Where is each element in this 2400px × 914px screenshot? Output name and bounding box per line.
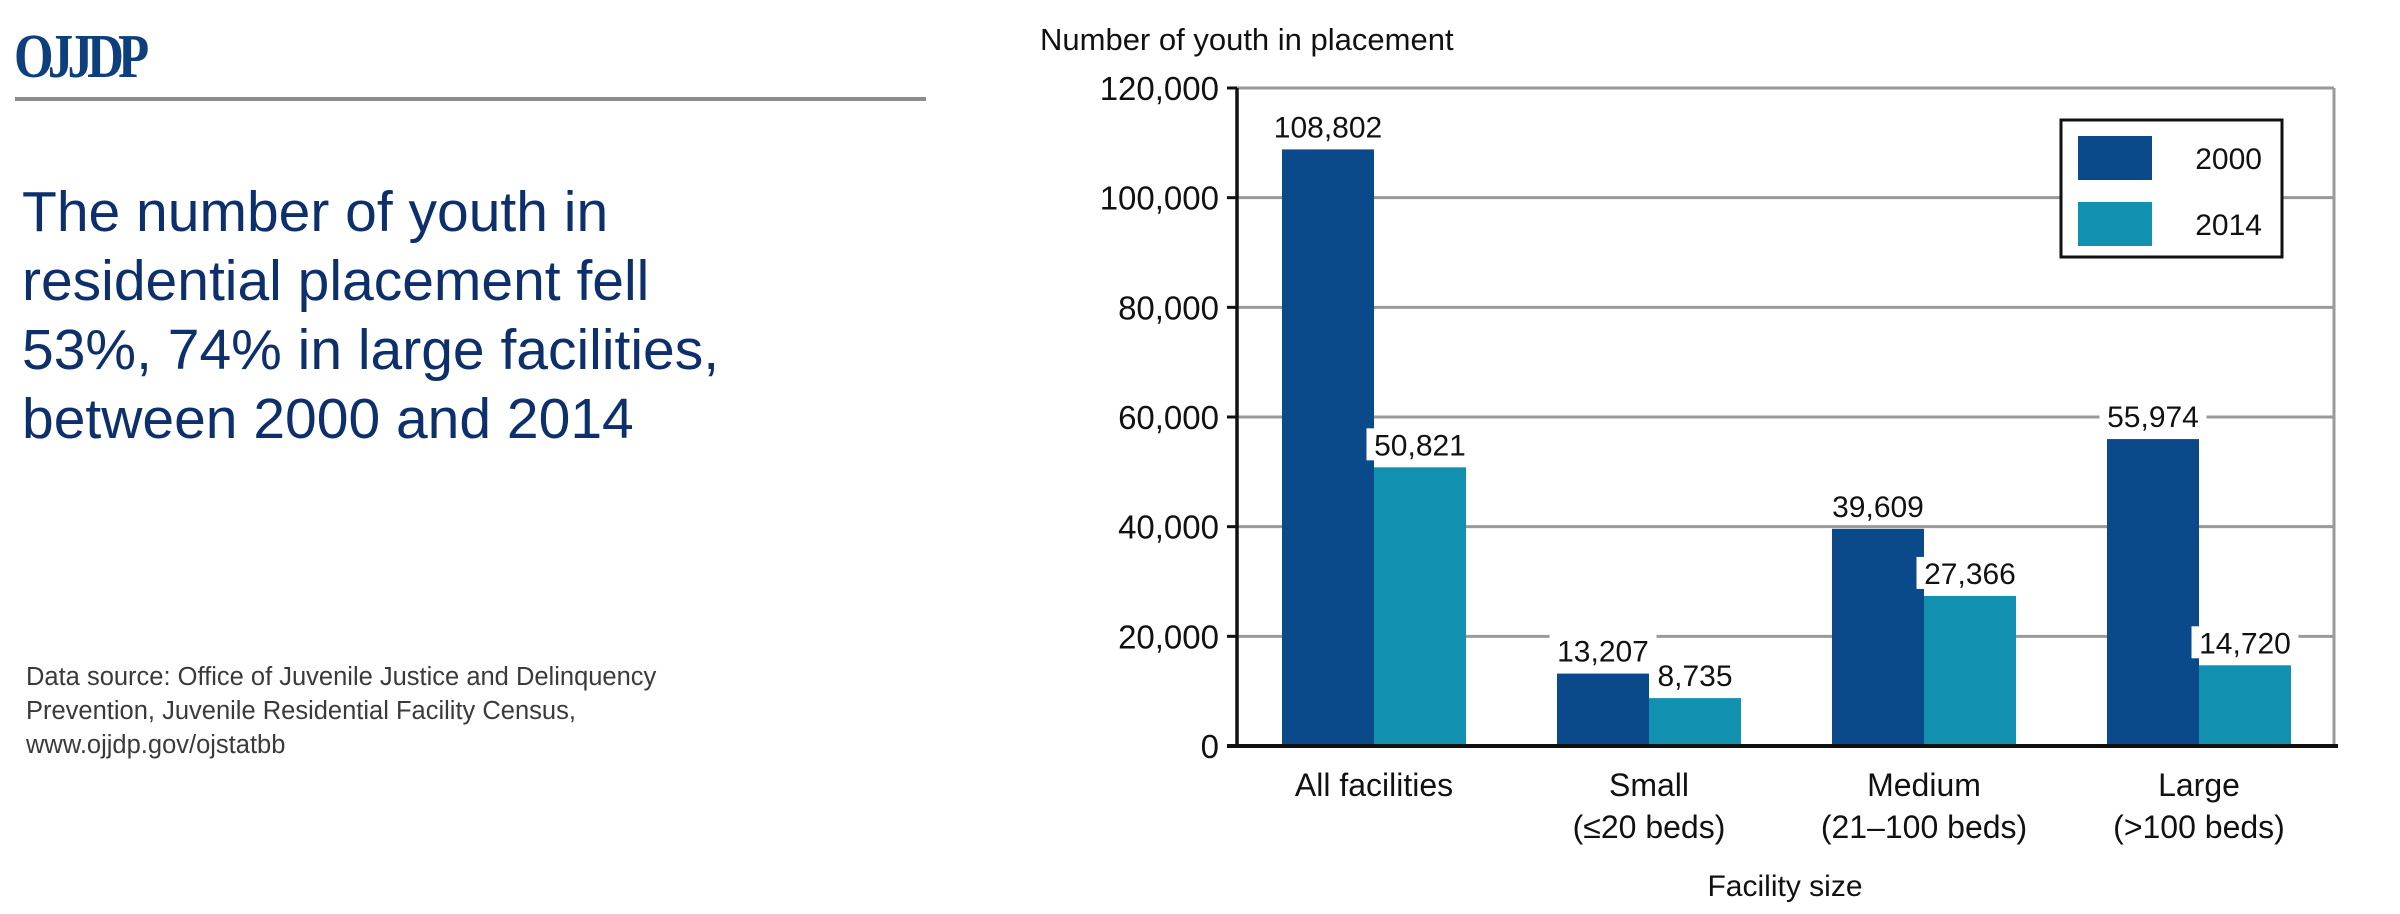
data-source-note: Data source: Office of Juvenile Justice … <box>26 660 886 762</box>
data-label-bg <box>1266 110 1390 143</box>
source-line: www.ojjdp.gov/ojstatbb <box>26 731 286 759</box>
y-tick-label: 80,000 <box>1118 289 1219 326</box>
x-axis-title: Facility size <box>1707 870 1862 903</box>
data-label: 13,207 <box>1557 636 1649 669</box>
bar-2000 <box>1557 673 1649 746</box>
data-label-bg <box>1549 634 1657 667</box>
x-tick-label: Large <box>2158 767 2240 803</box>
y-axis-title: Number of youth in placement <box>1040 22 1454 57</box>
data-label: 108,802 <box>1274 111 1382 144</box>
y-tick-label: 40,000 <box>1118 509 1219 546</box>
headline: The number of youth in residential place… <box>22 178 922 454</box>
data-label: 39,609 <box>1832 491 1924 524</box>
bar-2000 <box>2107 439 2199 746</box>
axes <box>1227 86 2338 748</box>
data-label-bg <box>1824 489 1932 522</box>
data-label: 14,720 <box>2199 627 2291 660</box>
legend-swatch-2000 <box>2078 136 2152 180</box>
bar-2014 <box>1374 467 1466 746</box>
data-label-bg <box>2191 626 2299 659</box>
data-label-bg <box>1916 556 2024 589</box>
data-label-bg <box>2099 400 2207 433</box>
legend-label: 2000 <box>2195 143 2262 176</box>
legend: 2000 2014 <box>2059 118 2284 259</box>
data-label: 50,821 <box>1374 429 1466 462</box>
bar-2014 <box>2199 665 2291 746</box>
y-tick-label: 60,000 <box>1118 399 1219 436</box>
bar-2014 <box>1924 595 2016 746</box>
data-labels: 108,802 13,207 39,609 55,974 50,821 8,735 27,3… <box>1266 110 2299 693</box>
x-tick-labels: All facilities Small (≤20 beds) Medium (21–1… <box>1295 767 2285 845</box>
y-tick-label: 100,000 <box>1100 180 1219 217</box>
x-tick-label: (21–100 beds) <box>1821 809 2027 845</box>
y-tick-labels: 0 20,000 40,000 60,000 80,000 100,000 120,000 <box>1100 70 1219 765</box>
legend-swatch-2014 <box>2078 202 2152 246</box>
headline-line: The number of youth in <box>22 180 609 244</box>
source-line: Prevention, Juvenile Residential Facilit… <box>26 697 576 725</box>
x-tick-label: All facilities <box>1295 767 1453 803</box>
x-tick-label: (>100 beds) <box>2113 809 2285 845</box>
data-label-bg <box>1366 428 1474 461</box>
data-label-bg <box>1649 659 1741 692</box>
x-tick-label: Small <box>1609 767 1689 803</box>
ojjdp-logo: OJJDP <box>14 23 149 91</box>
headline-line: between 2000 and 2014 <box>22 387 634 451</box>
bar-2014 <box>1649 698 1741 746</box>
y-tick-label: 120,000 <box>1100 70 1219 107</box>
bars <box>1282 149 2291 747</box>
y-tick-label: 0 <box>1201 728 1219 765</box>
bar-2000 <box>1832 528 1924 746</box>
legend-label: 2014 <box>2195 209 2262 242</box>
x-tick-label: Medium <box>1867 767 1981 803</box>
source-line: Data source: Office of Juvenile Justice … <box>26 663 657 691</box>
header-divider <box>15 97 926 101</box>
headline-line: residential placement fell <box>22 249 650 313</box>
headline-line: 53%, 74% in large facilities, <box>22 318 720 382</box>
bar-2000 <box>1282 149 1374 747</box>
data-label: 27,366 <box>1924 558 2016 591</box>
data-label: 8,735 <box>1657 660 1732 693</box>
y-tick-label: 20,000 <box>1118 618 1219 655</box>
data-label: 55,974 <box>2107 401 2199 434</box>
x-tick-label: (≤20 beds) <box>1573 809 1726 845</box>
